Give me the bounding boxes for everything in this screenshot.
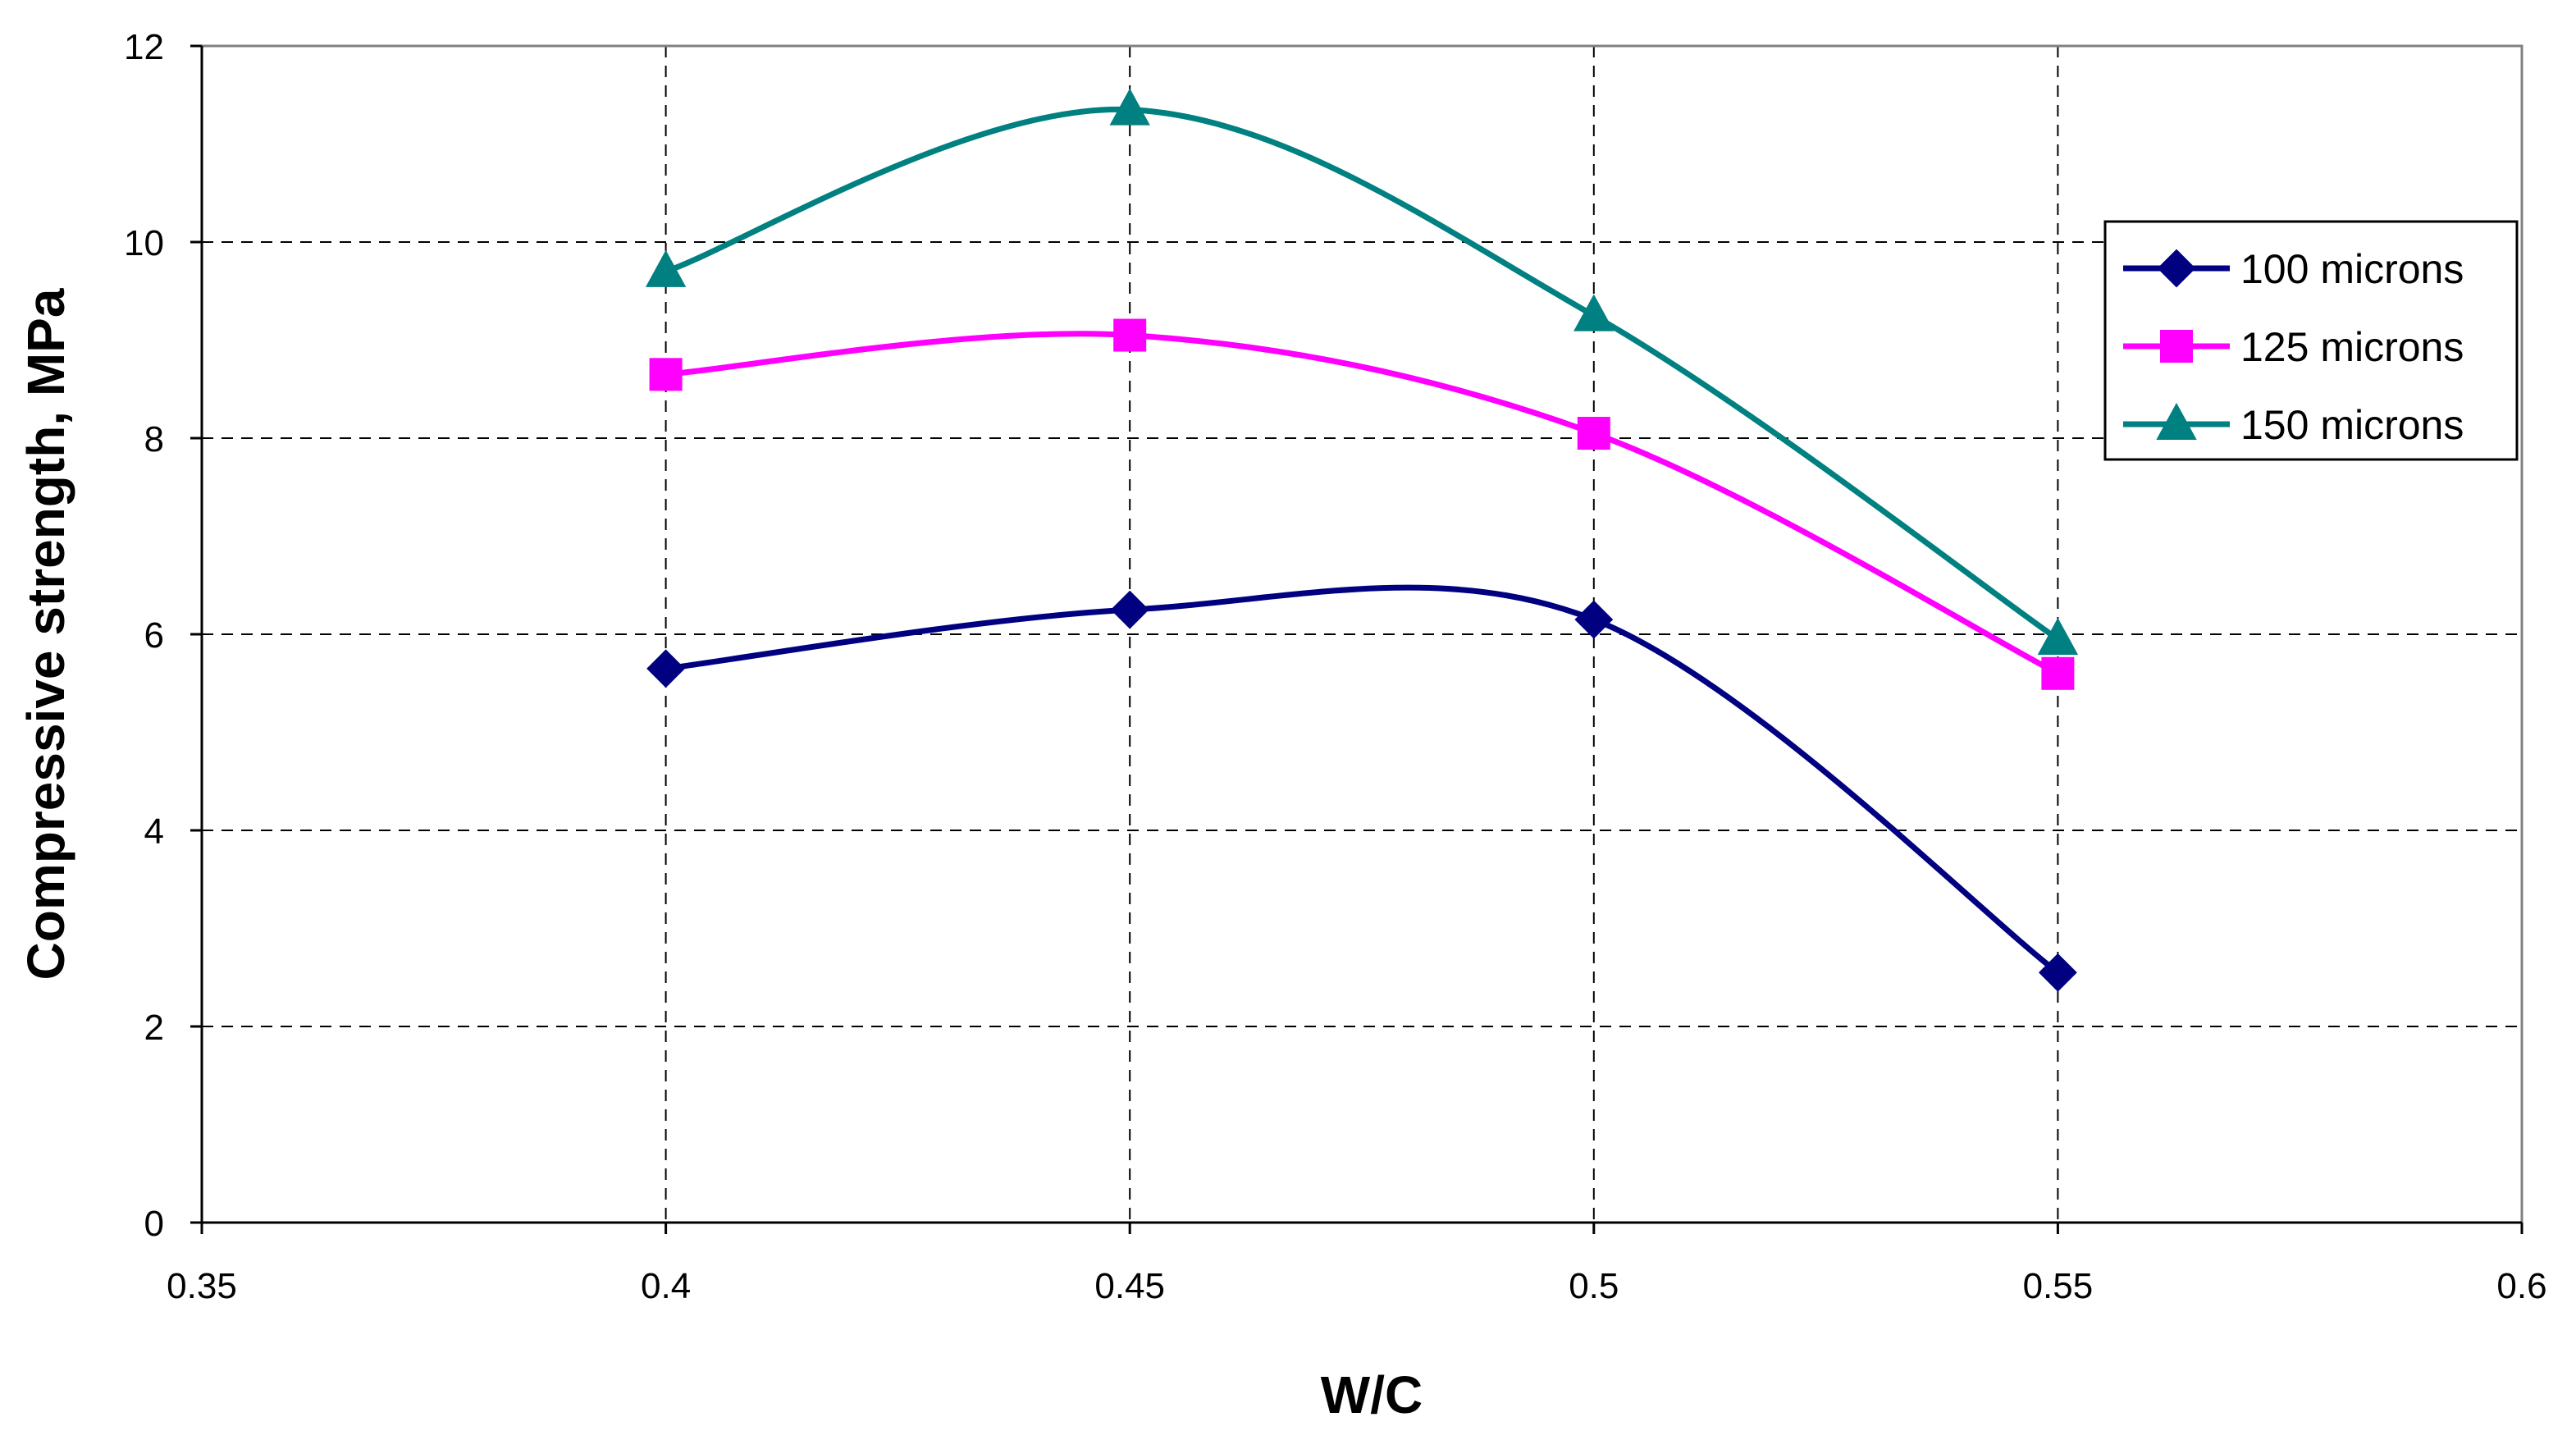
data-point bbox=[2038, 953, 2077, 992]
legend-item: 100 microns bbox=[2123, 246, 2464, 292]
series-layer bbox=[645, 88, 2079, 992]
legend-swatch-marker bbox=[2157, 249, 2196, 288]
x-tick-label: 0.6 bbox=[2496, 1266, 2546, 1306]
data-point bbox=[646, 649, 686, 688]
y-tick-label: 12 bbox=[124, 27, 164, 67]
legend-item: 125 microns bbox=[2123, 324, 2464, 370]
data-point bbox=[1573, 294, 1615, 331]
y-tick-label: 4 bbox=[144, 811, 164, 852]
series-line bbox=[663, 331, 2061, 677]
x-tick-label: 0.5 bbox=[1569, 1266, 1619, 1306]
data-point bbox=[1109, 88, 1150, 126]
data-point bbox=[2037, 617, 2079, 655]
legend-swatch-marker bbox=[2156, 402, 2197, 440]
x-tick-label: 0.35 bbox=[167, 1266, 237, 1306]
x-tick-label: 0.4 bbox=[641, 1266, 691, 1306]
legend-item: 150 microns bbox=[2123, 402, 2464, 448]
legend-label: 150 microns bbox=[2240, 402, 2464, 448]
x-axis-title: W/C bbox=[1321, 1365, 1423, 1424]
y-tick-label: 8 bbox=[144, 419, 164, 459]
series-line bbox=[663, 106, 2061, 642]
data-point bbox=[1113, 318, 1147, 352]
legend-swatch-marker bbox=[2160, 330, 2193, 363]
x-tick-label: 0.45 bbox=[1094, 1266, 1165, 1306]
y-tick-label: 6 bbox=[144, 615, 164, 656]
x-tick-label: 0.55 bbox=[2023, 1266, 2094, 1306]
y-tick-label: 2 bbox=[144, 1008, 164, 1048]
legend: 100 microns 125 microns 150 microns bbox=[2103, 220, 2519, 461]
y-tick-label: 10 bbox=[124, 223, 164, 263]
series-1 bbox=[649, 318, 2075, 690]
data-point bbox=[1574, 600, 1614, 639]
legend-label: 125 microns bbox=[2240, 324, 2464, 370]
data-point bbox=[645, 249, 687, 287]
series-2 bbox=[645, 88, 2079, 655]
axis-layer: 0 2 4 6 8 10 12 0.35 0.4 0.45 0.5 0.55 0.6 bbox=[124, 27, 2547, 1306]
y-tick-label: 0 bbox=[144, 1204, 164, 1244]
series-line bbox=[663, 584, 2061, 976]
series-0 bbox=[646, 584, 2077, 992]
data-point bbox=[649, 358, 683, 391]
legend-label: 100 microns bbox=[2240, 246, 2464, 292]
data-point bbox=[2041, 656, 2075, 690]
data-point bbox=[1577, 417, 1610, 450]
data-point bbox=[1110, 590, 1149, 629]
y-axis-title: Compressive strength, MPa bbox=[16, 288, 75, 980]
